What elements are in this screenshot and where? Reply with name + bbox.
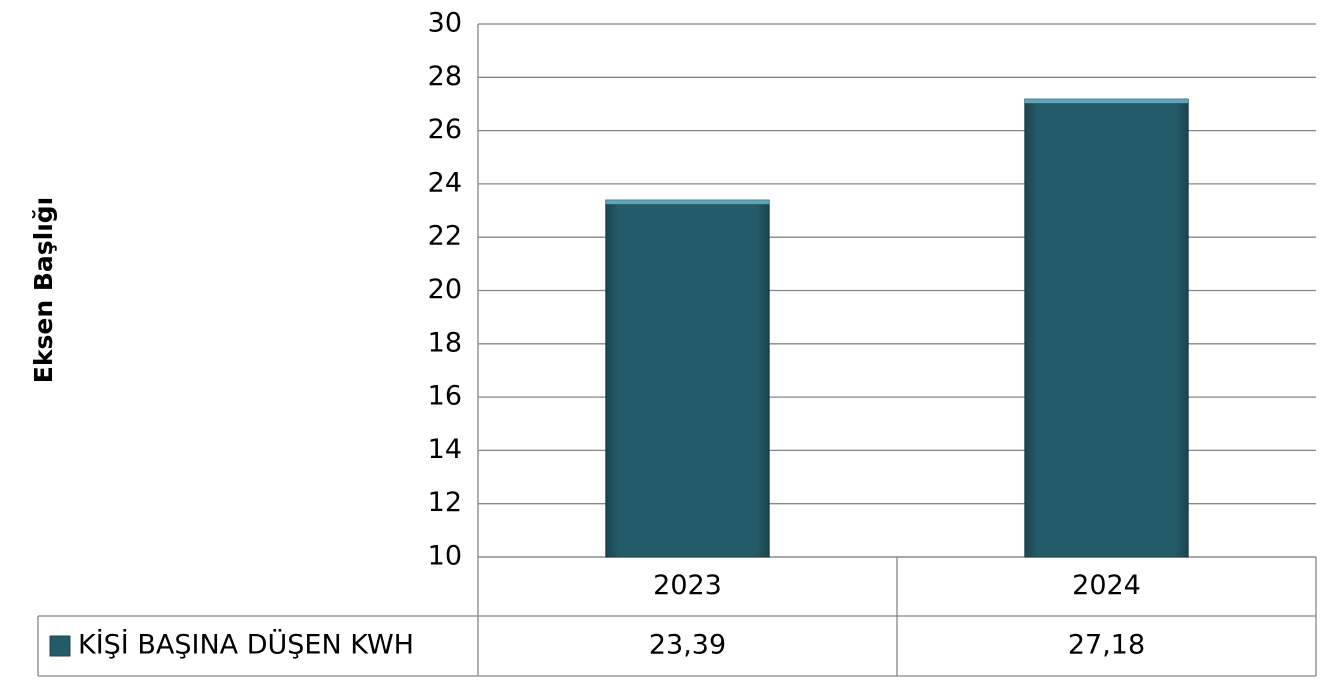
value-label: 27,18 <box>1068 630 1145 661</box>
bar-shade <box>605 200 770 557</box>
y-tick-label: 10 <box>428 541 462 572</box>
y-tick-label: 26 <box>428 114 462 145</box>
bar-top <box>1024 99 1189 104</box>
y-tick-label: 28 <box>428 61 462 92</box>
y-tick-label: 14 <box>428 434 462 465</box>
legend-swatch <box>49 635 71 657</box>
legend-label: KİŞİ BAŞINA DÜŞEN KWH <box>78 629 414 661</box>
y-tick-label: 24 <box>428 167 462 198</box>
bar-top <box>605 200 770 205</box>
bar-shade <box>1024 99 1189 557</box>
y-tick-label: 30 <box>428 8 462 39</box>
y-tick-label: 22 <box>428 221 462 252</box>
y-axis-title: Eksen Başlığı <box>29 197 58 383</box>
y-tick-label: 18 <box>428 327 462 358</box>
x-tick-label: 2023 <box>653 570 722 601</box>
y-tick-label: 16 <box>428 381 462 412</box>
y-tick-label: 12 <box>428 487 462 518</box>
y-tick-label: 20 <box>428 274 462 305</box>
x-tick-label: 2024 <box>1072 570 1141 601</box>
value-label: 23,39 <box>649 630 726 661</box>
